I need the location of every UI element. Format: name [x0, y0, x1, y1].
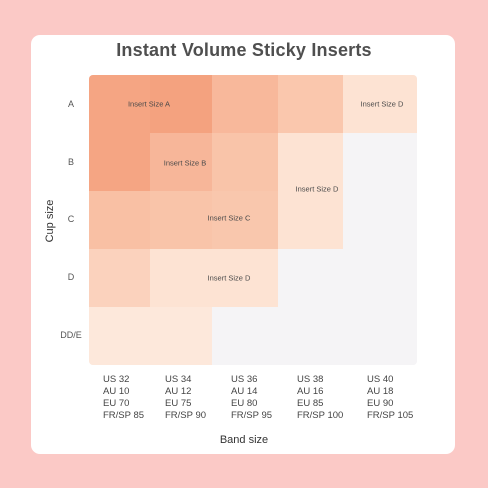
cell-dde-34: [150, 307, 212, 365]
band-us: US 38: [297, 374, 324, 385]
band-label-38: US 38 AU 16 EU 85 FR/SP 100: [297, 374, 343, 422]
band-au: AU 18: [367, 386, 394, 397]
cell-c-40: [343, 191, 417, 249]
cell-d-36: [212, 249, 278, 307]
cell-a-36: [212, 75, 278, 133]
cell-a-40: [343, 75, 417, 133]
band-eu: EU 80: [231, 398, 258, 409]
insert-size-b-label: Insert Size B: [163, 158, 207, 168]
insert-size-d-label-low: Insert Size D: [207, 273, 251, 283]
cell-a-38: [278, 75, 343, 133]
band-eu: EU 85: [297, 398, 324, 409]
band-us: US 32: [103, 374, 130, 385]
cup-label-a: A: [67, 99, 75, 109]
band-au: AU 16: [297, 386, 324, 397]
cup-label-b: B: [67, 157, 75, 167]
chart-title: Instant Volume Sticky Inserts: [116, 40, 372, 60]
band-fr-sp: FR/SP 100: [297, 410, 344, 421]
band-us: US 34: [165, 374, 192, 385]
band-fr-sp: FR/SP 105: [367, 410, 414, 421]
cell-c-32: [89, 191, 150, 249]
band-eu: EU 75: [165, 398, 192, 409]
band-us: US 36: [231, 374, 258, 385]
size-grid: Insert Size A Insert Size B Insert Size …: [89, 75, 417, 365]
cell-b-34: [150, 133, 212, 191]
cell-c-36: [212, 191, 278, 249]
band-label-32: US 32 AU 10 EU 70 FR/SP 85: [103, 374, 144, 422]
insert-size-c-label: Insert Size C: [207, 213, 251, 223]
band-fr-sp: FR/SP 95: [231, 410, 273, 421]
y-axis-title: Cup size: [44, 199, 56, 243]
cell-a-32: [89, 75, 150, 133]
cell-c-34: [150, 191, 212, 249]
cell-dde-32: [89, 307, 150, 365]
insert-size-a-label: Insert Size A: [127, 99, 171, 109]
band-fr-sp: FR/SP 85: [103, 410, 145, 421]
cell-b-38: [278, 133, 343, 191]
band-label-36: US 36 AU 14 EU 80 FR/SP 95: [231, 374, 272, 422]
cell-dde-36: [212, 307, 278, 365]
cell-d-38: [278, 249, 343, 307]
cup-label-c: C: [67, 214, 75, 224]
cup-label-dde: DD/E: [60, 330, 82, 340]
cell-c-38: [278, 191, 343, 249]
band-label-34: US 34 AU 12 EU 75 FR/SP 90: [165, 374, 206, 422]
band-au: AU 14: [231, 386, 258, 397]
cell-b-32: [89, 133, 150, 191]
cell-d-32: [89, 249, 150, 307]
cell-b-36: [212, 133, 278, 191]
cell-b-40: [343, 133, 417, 191]
cell-d-40: [343, 249, 417, 307]
insert-size-d-label-top: Insert Size D: [360, 99, 404, 109]
cell-a-34: [150, 75, 212, 133]
band-label-40: US 40 AU 18 EU 90 FR/SP 105: [367, 374, 413, 422]
band-us: US 40: [367, 374, 394, 385]
insert-size-d-label-mid: Insert Size D: [295, 184, 339, 194]
cell-d-34: [150, 249, 212, 307]
x-axis-title: Band size: [219, 434, 269, 446]
band-au: AU 12: [165, 386, 192, 397]
cup-label-d: D: [67, 272, 75, 282]
band-eu: EU 70: [103, 398, 130, 409]
cell-dde-40: [343, 307, 417, 365]
band-fr-sp: FR/SP 90: [165, 410, 207, 421]
band-au: AU 10: [103, 386, 130, 397]
band-eu: EU 90: [367, 398, 394, 409]
cell-dde-38: [278, 307, 343, 365]
